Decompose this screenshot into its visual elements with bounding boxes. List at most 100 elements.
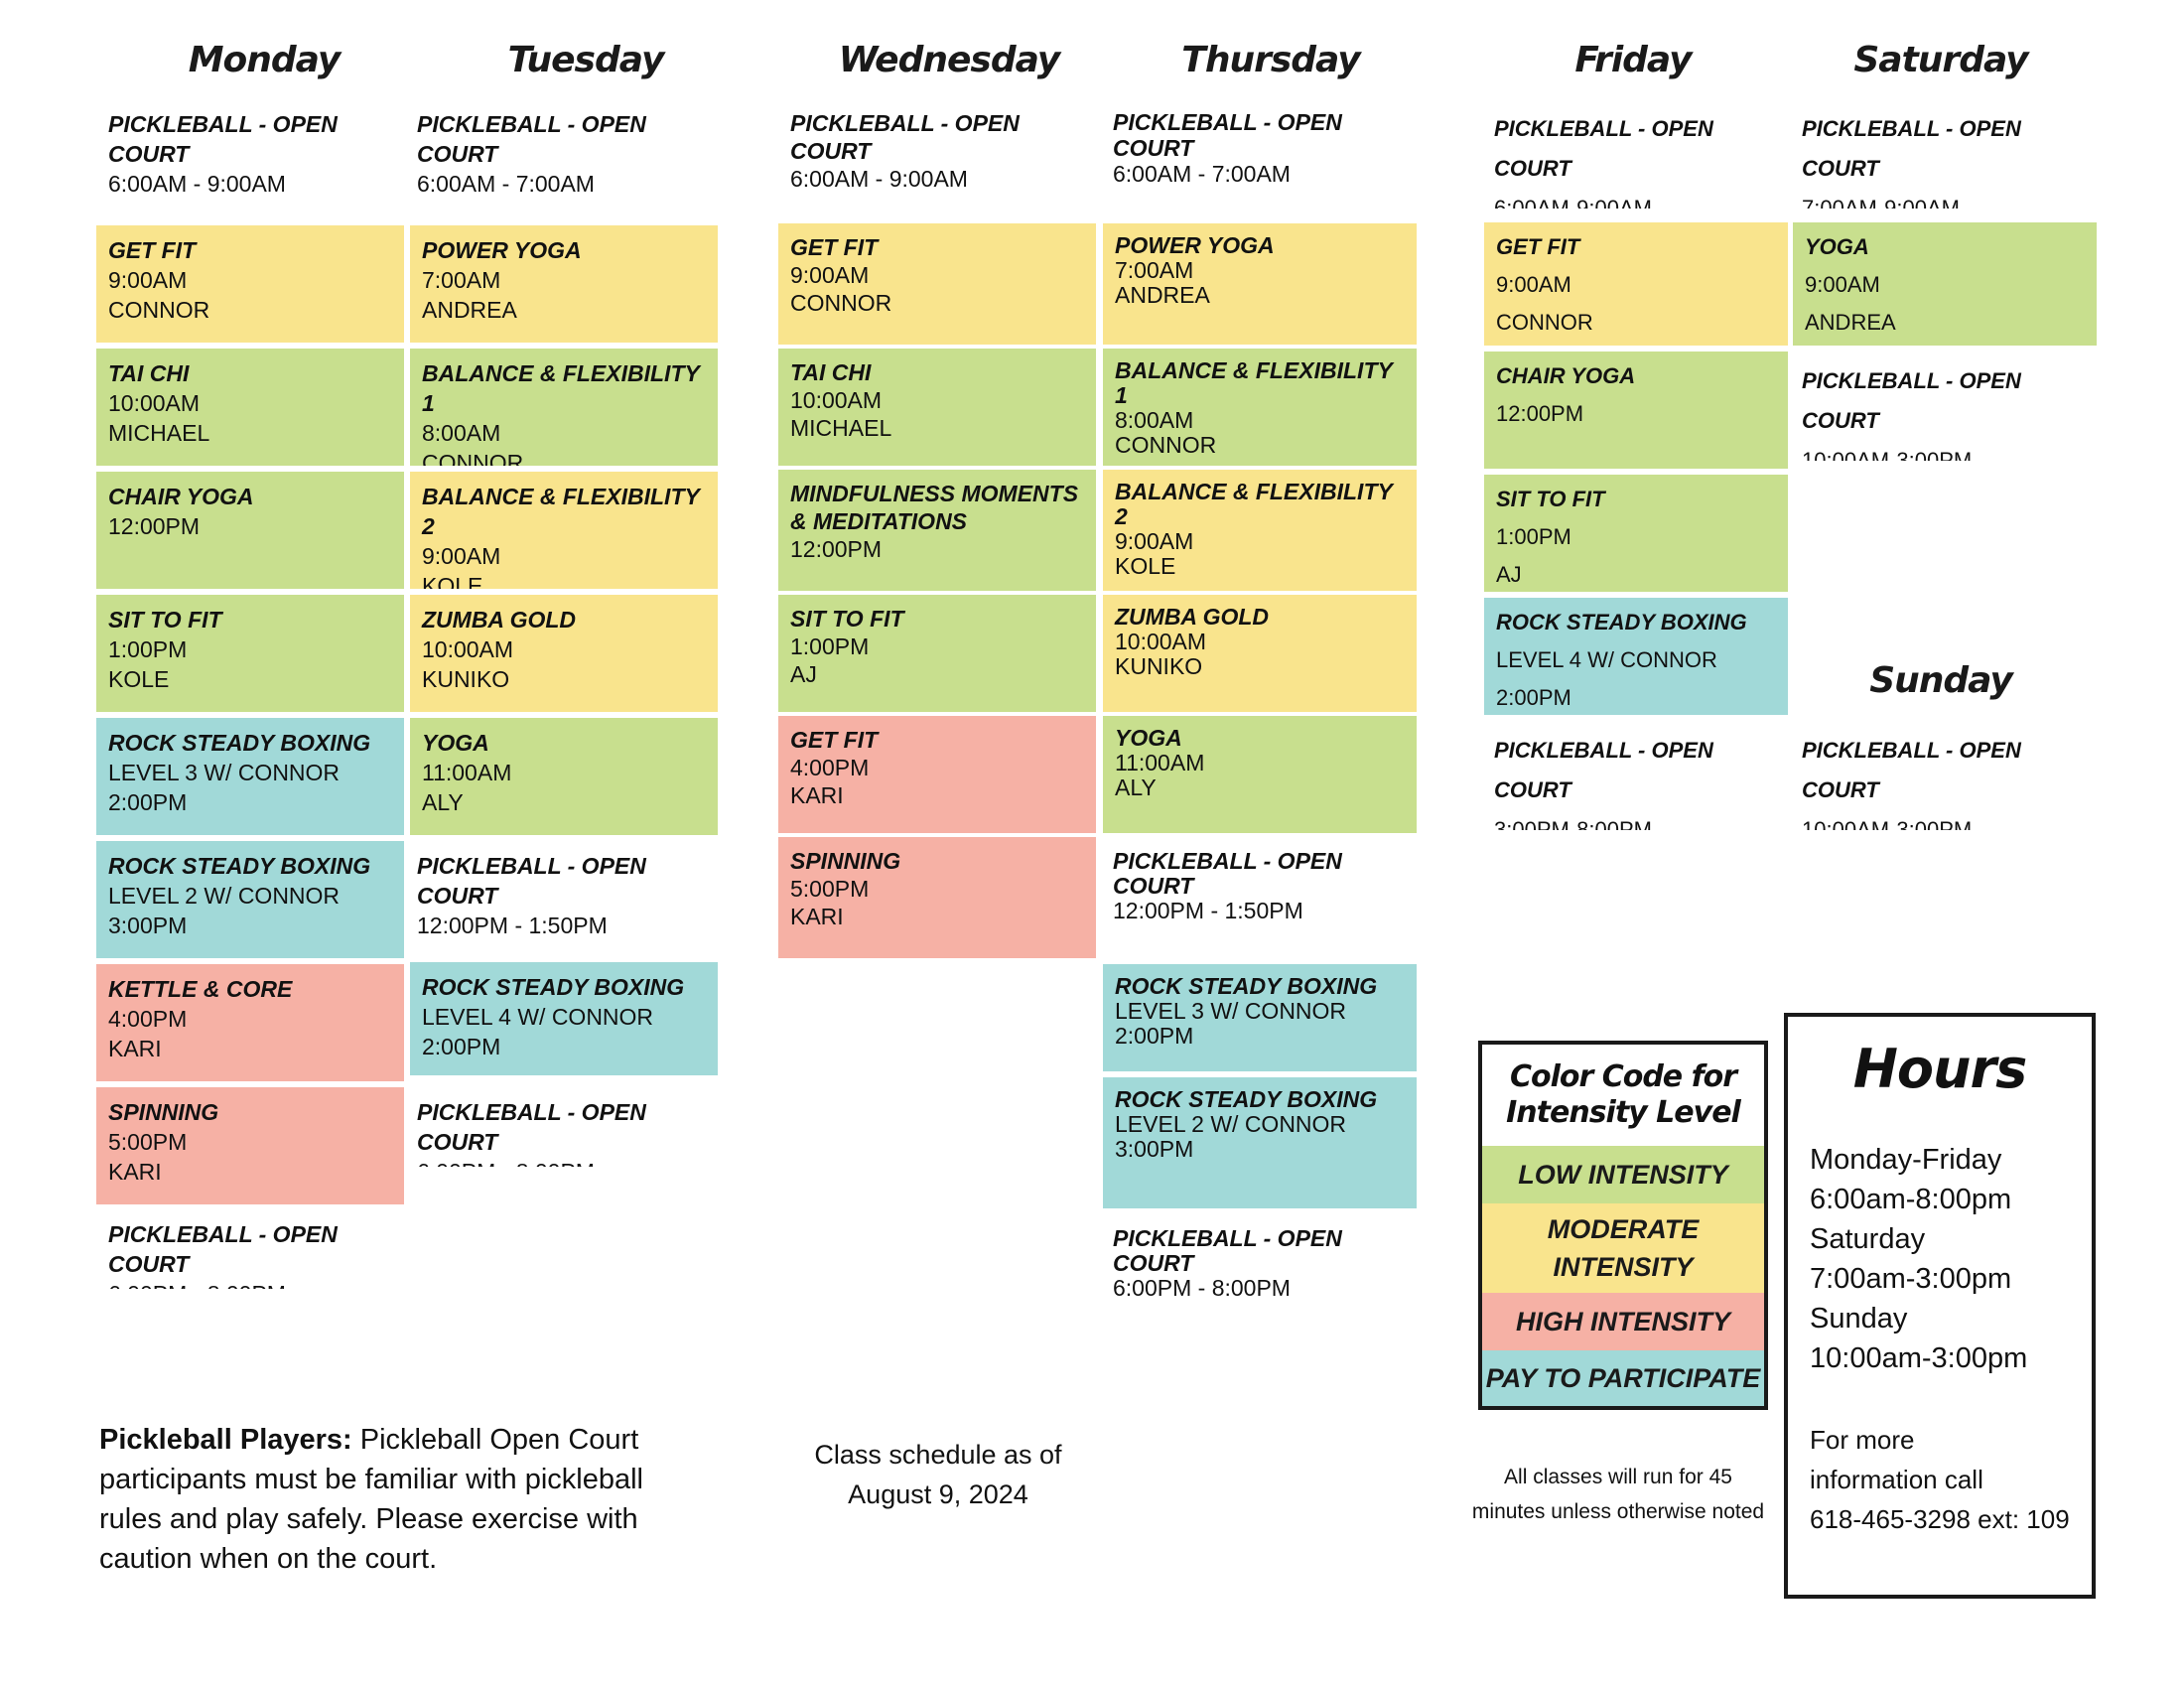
thursday-class: ZUMBA GOLD 10:00AM KUNIKO	[1103, 595, 1417, 712]
class-title: ROCK STEADY BOXING	[108, 853, 371, 879]
class-title: BALANCE & FLEXIBILITY 1	[422, 360, 700, 416]
phone-number: 618-465-3298 ext: 109	[1810, 1504, 2070, 1534]
class-detail: 12:00PM	[790, 536, 883, 562]
duration-note: All classes will run for 45 minutes unle…	[1449, 1460, 1787, 1529]
legend-title: Color Code for Intensity Level	[1482, 1045, 1764, 1146]
legend-pay-to-participate: PAY TO PARTICIPATE	[1482, 1350, 1764, 1406]
class-detail: 9:00AM	[1496, 272, 1571, 297]
intensity-legend: Color Code for Intensity Level LOW INTEN…	[1478, 1041, 1768, 1410]
class-detail: 2:00PM	[108, 789, 188, 815]
pickleball-note-label: Pickleball Players:	[99, 1424, 352, 1456]
thursday-class: PICKLEBALL - OPEN COURT 6:00AM - 7:00AM	[1101, 99, 1419, 209]
class-detail: ANDREA	[1115, 282, 1210, 308]
class-detail: 9:00AM	[422, 543, 501, 569]
tuesday-class: ZUMBA GOLD 10:00AM KUNIKO	[410, 595, 718, 712]
class-title: KETTLE & CORE	[108, 976, 293, 1002]
class-detail: MICHAEL	[790, 415, 892, 441]
schedule-date-note: Class schedule as of August 9, 2024	[774, 1435, 1102, 1514]
class-detail: 12:00PM - 1:50PM	[417, 913, 608, 938]
hours-title: Hours	[1852, 1038, 2028, 1100]
class-detail: 4:00PM	[108, 1006, 188, 1032]
class-detail: LEVEL 2 W/ CONNOR	[1115, 1111, 1347, 1137]
class-detail: CONNOR	[1115, 432, 1217, 458]
class-title: MINDFULNESS MOMENTS & MEDITATIONS	[790, 481, 1079, 534]
info-text: information call	[1810, 1465, 1983, 1494]
class-detail: 1:00PM	[790, 633, 870, 659]
day-header-saturday: Saturday	[1853, 40, 2028, 80]
friday-class: SIT TO FIT 1:00PM AJ	[1484, 475, 1788, 592]
class-title: YOGA	[422, 730, 489, 756]
class-detail: 12:00PM	[108, 513, 201, 539]
class-title: POWER YOGA	[1115, 232, 1275, 258]
saturday-class: PICKLEBALL - OPEN COURT 10:00AM-3:00PM	[1790, 352, 2098, 461]
class-title: SPINNING	[108, 1099, 219, 1125]
class-detail: 8:00AM	[1115, 407, 1194, 433]
saturday-class: YOGA 9:00AM ANDREA	[1793, 222, 2097, 346]
thursday-class: PICKLEBALL - OPEN COURT 12:00PM - 1:50PM	[1101, 839, 1419, 948]
hours-line: 6:00am-8:00pm	[1810, 1184, 2012, 1215]
class-detail: CONNOR	[1496, 310, 1593, 335]
class-detail: 7:00AM-9:00AM	[1802, 196, 1960, 209]
class-title: GET FIT	[108, 237, 197, 263]
legend-moderate-intensity: MODERATE INTENSITY	[1482, 1203, 1764, 1293]
class-detail: AJ	[1496, 562, 1522, 587]
class-detail: 10:00AM	[1115, 629, 1207, 654]
class-detail: LEVEL 4 W/ CONNOR	[1496, 647, 1717, 672]
thursday-class: BALANCE & FLEXIBILITY 2 9:00AM KOLE	[1103, 470, 1417, 591]
class-detail: LEVEL 3 W/ CONNOR	[1115, 998, 1347, 1024]
class-detail: 6:00PM - 8:00PM	[108, 1279, 402, 1289]
class-title: SIT TO FIT	[108, 607, 222, 633]
class-detail: ANDREA	[422, 297, 517, 323]
friday-class: PICKLEBALL - OPEN COURT 6:00AM-9:00AM	[1482, 99, 1790, 209]
class-title: PICKLEBALL - OPEN COURT	[790, 110, 1020, 164]
hours-line: Monday-Friday	[1810, 1144, 2002, 1176]
class-title: PICKLEBALL - OPEN COURT	[108, 1221, 338, 1277]
monday-class: ROCK STEADY BOXING LEVEL 3 W/ CONNOR 2:00P…	[96, 718, 404, 835]
tuesday-class: PICKLEBALL - OPEN COURT 6:00PM - 8:00PM	[405, 1087, 723, 1167]
hours-line: Saturday	[1810, 1223, 1926, 1255]
tuesday-class: PICKLEBALL - OPEN COURT 6:00AM - 7:00AM	[405, 99, 723, 209]
monday-class: CHAIR YOGA 12:00PM	[96, 472, 404, 589]
class-title: SIT TO FIT	[790, 606, 904, 632]
monday-class: PICKLEBALL - OPEN COURT 6:00PM - 8:00PM	[96, 1209, 414, 1289]
hours-line: 7:00am-3:00pm	[1810, 1263, 2012, 1295]
class-detail: 5:00PM	[108, 1129, 188, 1155]
class-detail: 10:00AM	[108, 390, 201, 416]
class-detail: 2:00PM	[1115, 1023, 1194, 1049]
hours-box: Hours Monday-Friday 6:00am-8:00pm Saturd…	[1784, 1013, 2096, 1599]
class-title: ZUMBA GOLD	[1115, 604, 1270, 630]
thursday-class: PICKLEBALL - OPEN COURT 6:00PM - 8:00PM	[1101, 1216, 1419, 1326]
class-detail: ALY	[422, 789, 464, 815]
class-title: PICKLEBALL - OPEN COURT	[417, 853, 646, 909]
class-title: PICKLEBALL - OPEN COURT	[417, 1099, 646, 1155]
class-detail: 1:00PM	[1496, 524, 1571, 549]
class-title: PICKLEBALL - OPEN COURT	[1494, 116, 1713, 181]
class-title: PICKLEBALL - OPEN COURT	[1494, 738, 1713, 802]
monday-class: SIT TO FIT 1:00PM KOLE	[96, 595, 404, 712]
legend-low-intensity: LOW INTENSITY	[1482, 1146, 1764, 1203]
class-detail: 11:00AM	[422, 760, 512, 785]
day-header-wednesday: Wednesday	[838, 40, 1061, 80]
tuesday-class: BALANCE & FLEXIBILITY 2 9:00AM KOLE	[410, 472, 718, 589]
tuesday-class: ROCK STEADY BOXING LEVEL 4 W/ CONNOR 2:00P…	[410, 962, 718, 1075]
class-title: BALANCE & FLEXIBILITY 2	[422, 484, 700, 539]
friday-class: GET FIT 9:00AM CONNOR	[1484, 222, 1788, 346]
tuesday-class: BALANCE & FLEXIBILITY 1 8:00AM CONNOR	[410, 349, 718, 466]
class-title: PICKLEBALL - OPEN COURT	[1802, 368, 2021, 433]
day-header-tuesday: Tuesday	[507, 40, 665, 80]
class-detail: 9:00AM	[108, 267, 188, 293]
class-detail: 6:00AM - 7:00AM	[1113, 161, 1291, 187]
wednesday-class: TAI CHI 10:00AM MICHAEL	[778, 349, 1096, 466]
class-detail: 6:00PM - 8:00PM	[417, 1157, 711, 1167]
pickleball-note: Pickleball Players: Pickleball Open Cour…	[99, 1420, 695, 1579]
sunday-class: PICKLEBALL - OPEN COURT 10:00AM-3:00PM	[1790, 721, 2098, 830]
hours-line: 10:00am-3:00pm	[1810, 1342, 2028, 1374]
saturday-class: PICKLEBALL - OPEN COURT 7:00AM-9:00AM	[1790, 99, 2098, 209]
wednesday-class: MINDFULNESS MOMENTS & MEDITATIONS 12:00PM	[778, 470, 1096, 591]
class-title: PICKLEBALL - OPEN COURT	[1113, 109, 1342, 161]
tuesday-class: PICKLEBALL - OPEN COURT 12:00PM - 1:50PM	[405, 841, 723, 950]
class-detail: KARI	[108, 1159, 162, 1185]
class-title: PICKLEBALL - OPEN COURT	[1802, 738, 2021, 802]
class-detail: 11:00AM	[1115, 750, 1205, 775]
pickleball-note-text: Pickleball Open Court participants must …	[99, 1424, 643, 1575]
